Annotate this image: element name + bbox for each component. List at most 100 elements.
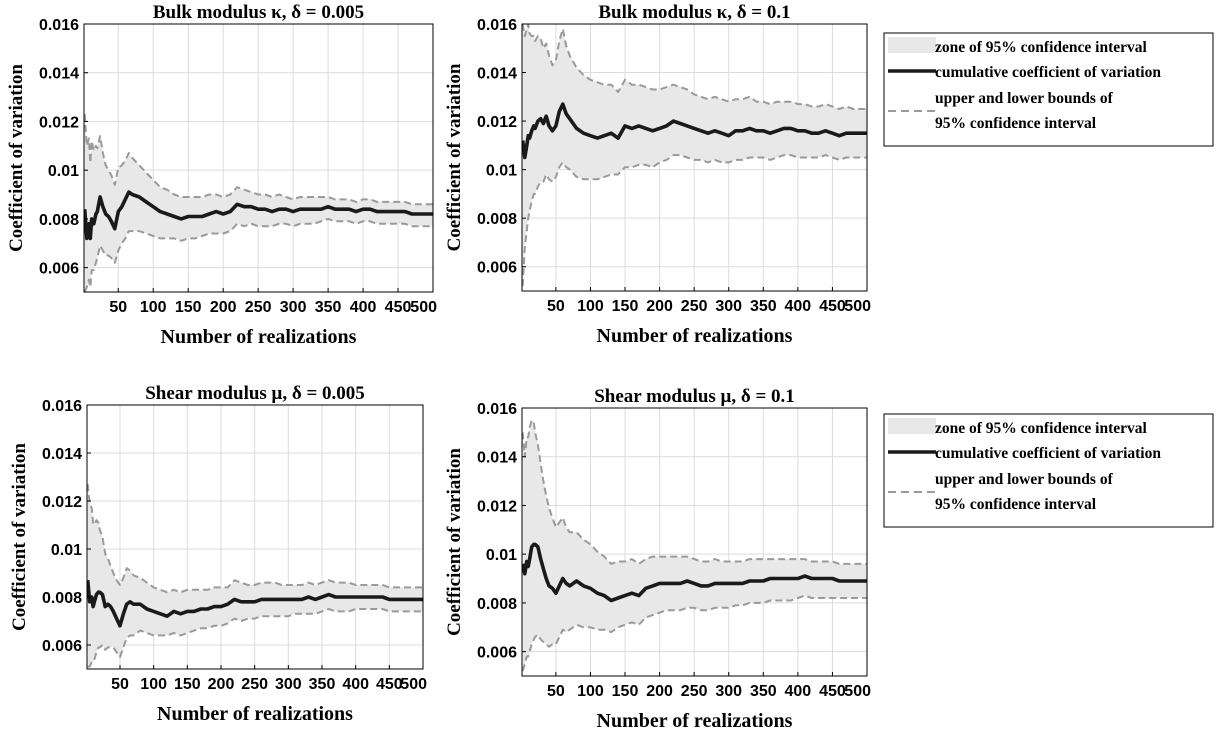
y-axis-label: Coefficient of variation [6, 64, 27, 252]
x-tick-label: 450 [819, 683, 846, 700]
x-tick-label: 250 [245, 299, 272, 316]
x-tick-label: 50 [547, 298, 565, 315]
chart-title: Shear modulus μ, δ = 0.005 [145, 383, 365, 404]
y-tick-label: 0.012 [39, 114, 79, 131]
lower-bound-line [87, 608, 423, 668]
legend-band-swatch [888, 418, 936, 434]
plot-marks [87, 484, 423, 668]
lower-bound-line [522, 594, 867, 672]
x-axis-label: Number of realizations [597, 710, 793, 729]
legend-label-band: zone of 95% confidence interval [935, 420, 1147, 437]
y-axis-label: Coefficient of variation [444, 448, 465, 636]
x-tick-label: 250 [681, 683, 708, 700]
x-tick-label: 100 [140, 676, 167, 693]
y-tick-label: 0.016 [477, 17, 517, 34]
x-tick-label: 400 [350, 299, 377, 316]
confidence-band [522, 24, 867, 287]
plot-marks [84, 114, 433, 292]
legend-label-bounds-2: 95% confidence interval [935, 496, 1097, 513]
x-tick-label: 400 [785, 298, 812, 315]
x-tick-label: 200 [646, 683, 673, 700]
confidence-band [522, 420, 867, 672]
x-tick-label: 500 [400, 676, 427, 693]
x-tick-label: 150 [175, 299, 202, 316]
mean-cov-line [87, 580, 423, 628]
x-tick-label: 150 [612, 298, 639, 315]
confidence-band [84, 114, 433, 292]
x-tick-label: 450 [819, 298, 846, 315]
lower-bound-line [84, 217, 433, 292]
legend-label-bounds: upper and lower bounds of [935, 90, 1114, 107]
x-tick-label: 100 [577, 298, 604, 315]
y-axis-label: Coefficient of variation [9, 443, 30, 631]
x-tick-label: 200 [646, 298, 673, 315]
mean-cov-line [84, 190, 433, 241]
x-tick-label: 500 [844, 683, 871, 700]
x-tick-label: 50 [111, 676, 129, 693]
plot-marks [522, 24, 867, 287]
x-tick-label: 50 [109, 299, 127, 316]
upper-bound-line [87, 484, 423, 594]
y-tick-label: 0.008 [39, 212, 79, 229]
x-tick-label: 500 [410, 299, 437, 316]
legend-box [883, 32, 1214, 147]
x-tick-label: 350 [309, 676, 336, 693]
chart-title: Shear modulus μ, δ = 0.1 [594, 386, 795, 407]
x-tick-label: 300 [715, 683, 742, 700]
x-tick-label: 300 [280, 299, 307, 316]
y-axis-label: Coefficient of variation [444, 63, 465, 251]
legend-bottom: zone of 95% confidence interval cumulativ… [883, 413, 1214, 528]
x-tick-label: 150 [174, 676, 201, 693]
y-tick-label: 0.008 [477, 211, 517, 228]
y-tick-label: 0.016 [39, 17, 79, 34]
x-axis-label: Number of realizations [161, 326, 357, 348]
lower-bound-line [522, 154, 867, 287]
y-tick-label: 0.012 [477, 114, 517, 131]
x-axis-label: Number of realizations [157, 703, 353, 725]
y-tick-label: 0.014 [477, 450, 517, 467]
x-tick-label: 450 [385, 299, 412, 316]
x-tick-label: 300 [715, 298, 742, 315]
x-tick-label: 400 [342, 676, 369, 693]
x-tick-label: 250 [681, 298, 708, 315]
x-tick-label: 300 [275, 676, 302, 693]
chart-title: Bulk modulus κ, δ = 0.005 [153, 2, 364, 23]
x-tick-label: 100 [140, 299, 167, 316]
upper-bound-line [84, 114, 433, 206]
legend-label-bounds-2: 95% confidence interval [935, 115, 1097, 132]
mean-cov-line [522, 542, 867, 603]
x-tick-label: 200 [208, 676, 235, 693]
y-tick-label: 0.01 [486, 547, 517, 564]
y-tick-label: 0.01 [51, 542, 82, 559]
x-tick-label: 350 [750, 683, 777, 700]
upper-bound-line [522, 419, 867, 565]
x-tick-label: 50 [547, 683, 565, 700]
legend-label-mean: cumulative coefficient of variation [935, 445, 1161, 462]
legend-box [883, 413, 1214, 528]
y-tick-label: 0.006 [477, 260, 517, 277]
x-tick-label: 350 [750, 298, 777, 315]
y-tick-label: 0.01 [486, 163, 517, 180]
x-tick-label: 350 [315, 299, 342, 316]
legend-label-bounds: upper and lower bounds of [935, 471, 1114, 488]
y-tick-label: 0.006 [42, 638, 82, 655]
x-tick-label: 100 [577, 683, 604, 700]
y-tick-label: 0.014 [42, 446, 82, 463]
x-tick-label: 500 [844, 298, 871, 315]
confidence-band [87, 484, 423, 667]
x-axis-label: Number of realizations [597, 325, 793, 347]
legend-band-swatch [888, 37, 936, 53]
y-tick-label: 0.014 [39, 66, 79, 83]
x-tick-label: 400 [785, 683, 812, 700]
plot-marks [522, 419, 867, 672]
y-tick-label: 0.016 [42, 398, 82, 415]
mean-cov-line [522, 102, 867, 160]
x-tick-label: 150 [612, 683, 639, 700]
upper-bound-line [522, 24, 867, 110]
chart-title: Bulk modulus κ, δ = 0.1 [598, 2, 790, 23]
legend-label-band: zone of 95% confidence interval [935, 39, 1147, 56]
y-tick-label: 0.008 [477, 596, 517, 613]
